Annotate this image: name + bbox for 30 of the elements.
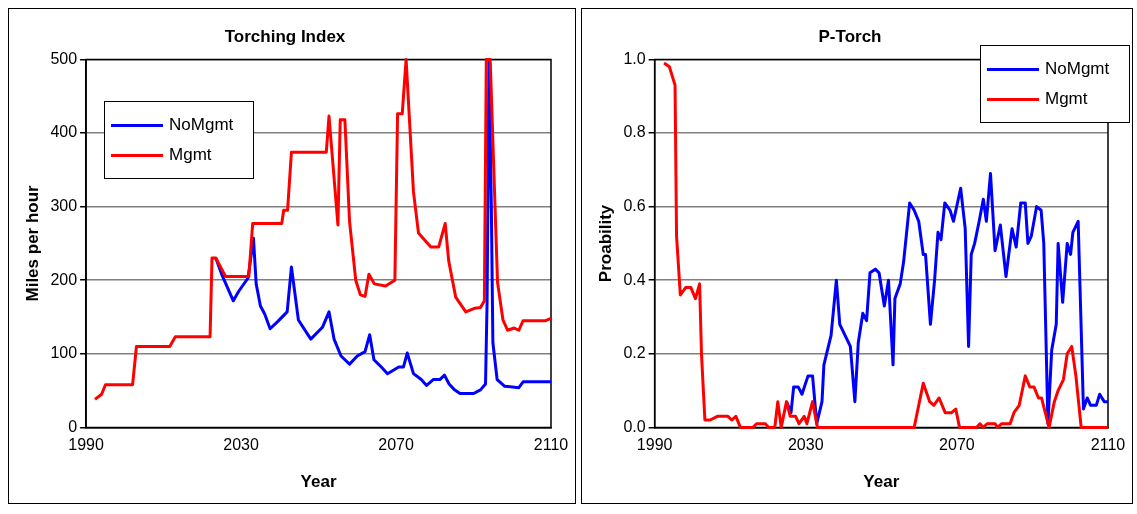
legend-label: Mgmt xyxy=(169,145,212,166)
legend-label: Mgmt xyxy=(1045,89,1088,110)
x-tick-label: 2070 xyxy=(378,436,414,454)
y-tick-label: 0.4 xyxy=(623,270,646,288)
x-tick-label: 2070 xyxy=(939,436,975,454)
y-tick-label: 0.6 xyxy=(623,197,646,215)
x-tick-label: 2030 xyxy=(787,436,824,454)
x-tick-label: 1990 xyxy=(636,436,673,454)
y-tick-label: 100 xyxy=(50,344,78,362)
y-tick-label: 200 xyxy=(50,270,78,288)
y-tick-label: 0.0 xyxy=(623,417,646,435)
x-tick-label: 1990 xyxy=(68,436,104,454)
legend-label: NoMgmt xyxy=(1045,59,1110,80)
y-tick-label: 500 xyxy=(50,49,78,67)
x-tick-label: 2110 xyxy=(533,436,569,454)
y-tick-label: 0.2 xyxy=(623,344,646,362)
y-axis-title: Proability xyxy=(595,204,615,283)
y-tick-label: 300 xyxy=(50,197,78,215)
y-axis-title: Miles per hour xyxy=(22,184,42,302)
y-tick-label: 0 xyxy=(68,417,78,435)
y-tick-label: 1.0 xyxy=(623,49,646,67)
chart-title: P-Torch xyxy=(818,26,882,46)
legend-label: NoMgmt xyxy=(169,115,234,136)
x-axis-title: Year xyxy=(300,472,337,492)
chart-title: Torching Index xyxy=(224,26,346,46)
y-tick-label: 400 xyxy=(50,123,78,141)
y-tick-label: 0.8 xyxy=(623,123,646,141)
x-axis-title: Year xyxy=(863,472,900,492)
x-tick-label: 2030 xyxy=(223,436,259,454)
x-tick-label: 2110 xyxy=(1090,436,1126,454)
